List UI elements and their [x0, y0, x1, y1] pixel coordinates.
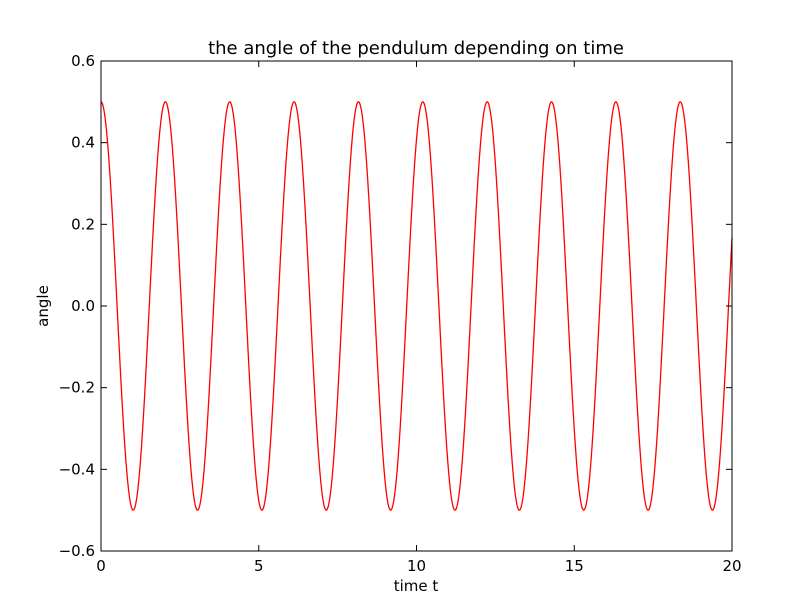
y-tick-label: 0.6 — [71, 52, 95, 70]
x-axis-label: time t — [394, 577, 439, 595]
y-axis: −0.6 −0.4 −0.2 0.0 0.2 0.4 0.6 — [59, 52, 732, 560]
y-tick-label: −0.6 — [59, 542, 95, 560]
y-tick-label: −0.2 — [59, 379, 95, 397]
series-group — [100, 101, 733, 511]
x-tick-label: 0 — [96, 557, 106, 575]
y-axis-label: angle — [34, 285, 52, 327]
chart-title: the angle of the pendulum depending on t… — [208, 38, 624, 59]
x-tick-label: 20 — [722, 557, 741, 575]
x-tick-label: 10 — [407, 557, 426, 575]
plot-area — [100, 60, 733, 552]
y-tick-label: −0.4 — [59, 460, 95, 478]
y-tick-label: 0.2 — [71, 215, 95, 233]
x-axis: 0 5 10 15 20 — [96, 61, 742, 575]
x-tick-label: 15 — [565, 557, 584, 575]
y-tick-label: 0.4 — [71, 134, 95, 152]
series-line — [100, 101, 733, 511]
x-tick-label: 5 — [254, 557, 264, 575]
y-tick-label: 0.0 — [71, 297, 95, 315]
